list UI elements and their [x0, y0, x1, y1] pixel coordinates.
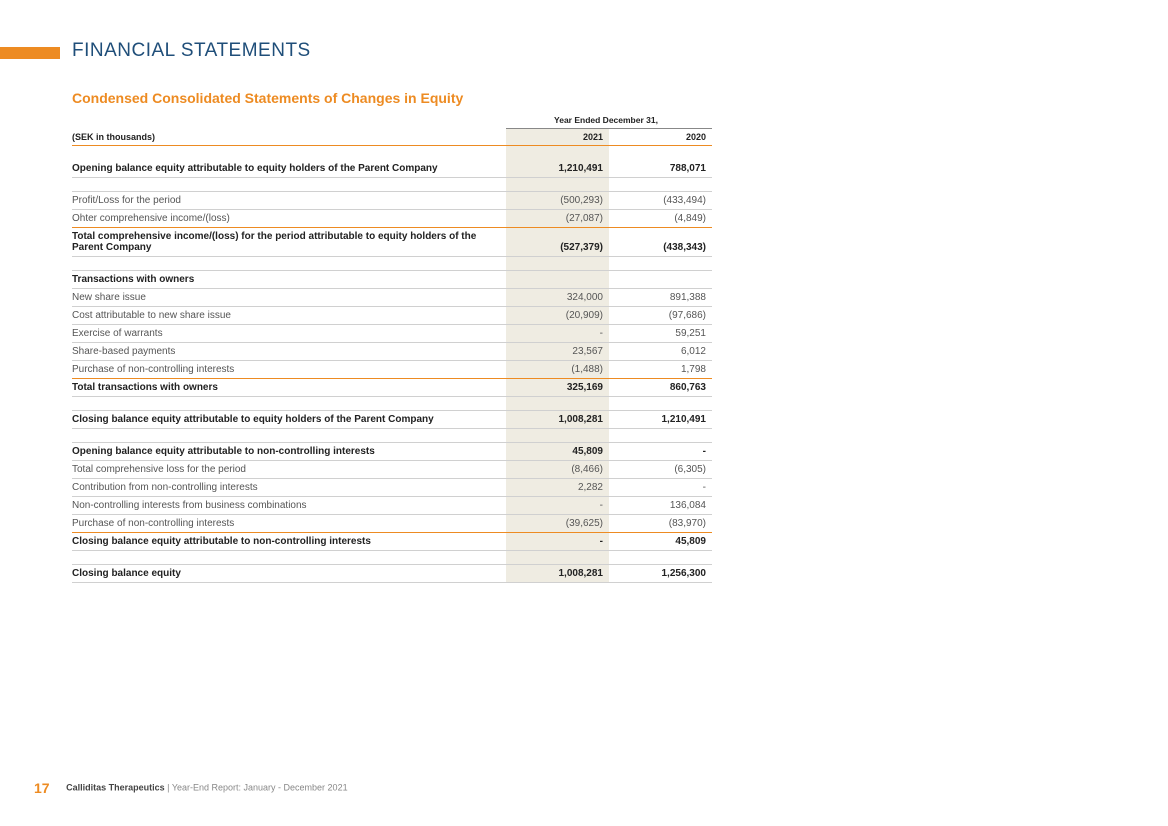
- cell-2020: 45,809: [609, 532, 712, 550]
- row-transactions-header: Transactions with owners: [72, 270, 712, 288]
- section-title: FINANCIAL STATEMENTS: [72, 40, 712, 62]
- row-opening-nci: Opening balance equity attributable to n…: [72, 442, 712, 460]
- row-cost-issue: Cost attributable to new share issue (20…: [72, 306, 712, 324]
- cell-2021: [506, 270, 609, 288]
- cell-2021: (39,625): [506, 514, 609, 532]
- row-closing-parent: Closing balance equity attributable to e…: [72, 410, 712, 428]
- cell-2021: -: [506, 324, 609, 342]
- cell-2020: (6,305): [609, 460, 712, 478]
- cell-label: Total comprehensive loss for the period: [72, 460, 506, 478]
- row-contrib-nci: Contribution from non-controlling intere…: [72, 478, 712, 496]
- cell-label: Purchase of non-controlling interests: [72, 514, 506, 532]
- cell-label: Non-controlling interests from business …: [72, 496, 506, 514]
- cell-2020: 6,012: [609, 342, 712, 360]
- cell-2021: 1,008,281: [506, 410, 609, 428]
- cell-label: Closing balance equity: [72, 564, 506, 582]
- cell-2020: (4,849): [609, 209, 712, 227]
- cell-2021: 325,169: [506, 378, 609, 396]
- cell-2020: (97,686): [609, 306, 712, 324]
- cell-2020: -: [609, 478, 712, 496]
- cell-2021: (500,293): [506, 191, 609, 209]
- cell-label: Profit/Loss for the period: [72, 191, 506, 209]
- cell-label: Transactions with owners: [72, 270, 506, 288]
- col-2020: 2020: [609, 129, 712, 146]
- cell-2020: -: [609, 442, 712, 460]
- cell-2021: (27,087): [506, 209, 609, 227]
- cell-2020: 1,210,491: [609, 410, 712, 428]
- cell-label: Share-based payments: [72, 342, 506, 360]
- cell-2020: (83,970): [609, 514, 712, 532]
- row-sbp: Share-based payments 23,567 6,012: [72, 342, 712, 360]
- cell-label: Opening balance equity attributable to n…: [72, 442, 506, 460]
- cell-2021: 1,008,281: [506, 564, 609, 582]
- subtitle: Condensed Consolidated Statements of Cha…: [72, 90, 712, 106]
- row-oci: Ohter comprehensive income/(loss) (27,08…: [72, 209, 712, 227]
- row-tcl-period: Total comprehensive loss for the period …: [72, 460, 712, 478]
- cell-2020: 891,388: [609, 288, 712, 306]
- cell-2020: (438,343): [609, 227, 712, 256]
- cell-2020: (433,494): [609, 191, 712, 209]
- row-total-transactions: Total transactions with owners 325,169 8…: [72, 378, 712, 396]
- cell-2020: 1,798: [609, 360, 712, 378]
- period-header: Year Ended December 31,: [506, 112, 712, 129]
- cell-label: Exercise of warrants: [72, 324, 506, 342]
- page-number: 17: [34, 780, 50, 796]
- cell-label: Contribution from non-controlling intere…: [72, 478, 506, 496]
- row-nci-bizcomb: Non-controlling interests from business …: [72, 496, 712, 514]
- cell-2021: 23,567: [506, 342, 609, 360]
- equity-table: Year Ended December 31, (SEK in thousand…: [72, 112, 712, 583]
- cell-label: Ohter comprehensive income/(loss): [72, 209, 506, 227]
- main-content: FINANCIAL STATEMENTS Condensed Consolida…: [72, 40, 712, 583]
- column-header-row: (SEK in thousands) 2021 2020: [72, 129, 712, 146]
- cell-2020: 1,256,300: [609, 564, 712, 582]
- footer-report-name: Year-End Report: January - December 2021: [172, 782, 348, 792]
- cell-2021: (1,488): [506, 360, 609, 378]
- row-opening-parent: Opening balance equity attributable to e…: [72, 160, 712, 178]
- cell-2020: [609, 270, 712, 288]
- footer-separator: |: [165, 782, 172, 792]
- row-profit-loss: Profit/Loss for the period (500,293) (43…: [72, 191, 712, 209]
- cell-2021: 1,210,491: [506, 160, 609, 178]
- cell-2021: 2,282: [506, 478, 609, 496]
- row-purchase-nci-2: Purchase of non-controlling interests (3…: [72, 514, 712, 532]
- footer: 17 Calliditas Therapeutics | Year-End Re…: [34, 780, 348, 796]
- row-exercise-warrants: Exercise of warrants - 59,251: [72, 324, 712, 342]
- cell-label: New share issue: [72, 288, 506, 306]
- unit-label: (SEK in thousands): [72, 129, 506, 146]
- cell-2021: -: [506, 532, 609, 550]
- period-header-row: Year Ended December 31,: [72, 112, 712, 129]
- row-closing-equity: Closing balance equity 1,008,281 1,256,3…: [72, 564, 712, 582]
- cell-label: Cost attributable to new share issue: [72, 306, 506, 324]
- cell-label: Closing balance equity attributable to e…: [72, 410, 506, 428]
- cell-2021: -: [506, 496, 609, 514]
- footer-company: Calliditas Therapeutics: [66, 782, 165, 792]
- cell-2021: 45,809: [506, 442, 609, 460]
- cell-2020: 860,763: [609, 378, 712, 396]
- cell-label: Total comprehensive income/(loss) for th…: [72, 227, 506, 256]
- cell-2021: 324,000: [506, 288, 609, 306]
- row-new-share: New share issue 324,000 891,388: [72, 288, 712, 306]
- cell-label: Total transactions with owners: [72, 378, 506, 396]
- cell-2020: 788,071: [609, 160, 712, 178]
- row-purchase-nci-1: Purchase of non-controlling interests (1…: [72, 360, 712, 378]
- cell-label: Purchase of non-controlling interests: [72, 360, 506, 378]
- cell-2021: (527,379): [506, 227, 609, 256]
- cell-label: Opening balance equity attributable to e…: [72, 160, 506, 178]
- cell-2020: 136,084: [609, 496, 712, 514]
- cell-label: Closing balance equity attributable to n…: [72, 532, 506, 550]
- cell-2020: 59,251: [609, 324, 712, 342]
- cell-2021: (8,466): [506, 460, 609, 478]
- cell-2021: (20,909): [506, 306, 609, 324]
- row-total-ci: Total comprehensive income/(loss) for th…: [72, 227, 712, 256]
- accent-bar: [0, 47, 60, 59]
- row-closing-nci: Closing balance equity attributable to n…: [72, 532, 712, 550]
- col-2021: 2021: [506, 129, 609, 146]
